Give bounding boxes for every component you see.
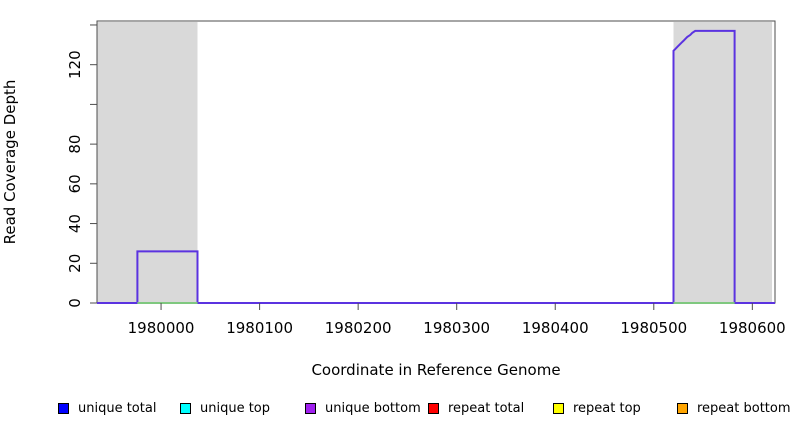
y-tick-label: 20 (66, 254, 84, 273)
legend-label: unique top (200, 400, 271, 416)
x-tick-label: 1980400 (522, 319, 589, 337)
legend-swatch-icon (305, 402, 316, 414)
legend-label: unique total (78, 400, 157, 416)
shaded-region (673, 22, 773, 303)
y-tick-label: 120 (66, 50, 84, 79)
y-tick-label: 60 (66, 174, 84, 193)
legend-swatch-icon (58, 402, 69, 414)
y-tick-label: 0 (66, 298, 84, 308)
legend-item: repeat total (428, 396, 524, 420)
legend-label: unique bottom (325, 400, 421, 416)
legend-item: unique bottom (305, 396, 421, 420)
x-tick-label: 1980300 (423, 319, 490, 337)
legend-item: repeat top (553, 396, 641, 420)
legend-swatch-icon (180, 402, 191, 414)
y-tick-label: 40 (66, 214, 84, 233)
x-tick-label: 1980100 (226, 319, 293, 337)
legend-item: unique total (58, 396, 156, 420)
x-tick-label: 1980200 (325, 319, 392, 337)
legend: unique total unique top unique bottom repea… (0, 396, 792, 420)
y-axis-title: Read Coverage Depth (1, 80, 19, 245)
chart-layers: 1980000 1980100 1980200 1980300 1980400 19805… (66, 20, 786, 337)
x-tick-label: 1980600 (719, 319, 786, 337)
legend-swatch-icon (553, 402, 564, 414)
x-axis-title: Coordinate in Reference Genome (311, 361, 560, 379)
coverage-plot-svg: 1980000 1980100 1980200 1980300 1980400 19805… (1, 20, 786, 379)
legend-item: unique top (180, 396, 270, 420)
legend-swatch-icon (428, 402, 439, 414)
legend-label: repeat top (573, 400, 641, 416)
legend-item: repeat bottom (677, 396, 791, 420)
x-tick-label: 1980000 (128, 319, 195, 337)
legend-label: repeat bottom (697, 400, 791, 416)
x-tick-label: 1980500 (620, 319, 687, 337)
y-tick-label: 80 (66, 135, 84, 154)
coverage-line (97, 29, 775, 304)
shaded-region (97, 22, 198, 303)
coverage-chart: 1980000 1980100 1980200 1980300 1980400 19805… (1, 20, 786, 379)
legend-swatch-icon (677, 402, 688, 414)
legend-label: repeat total (448, 400, 525, 416)
